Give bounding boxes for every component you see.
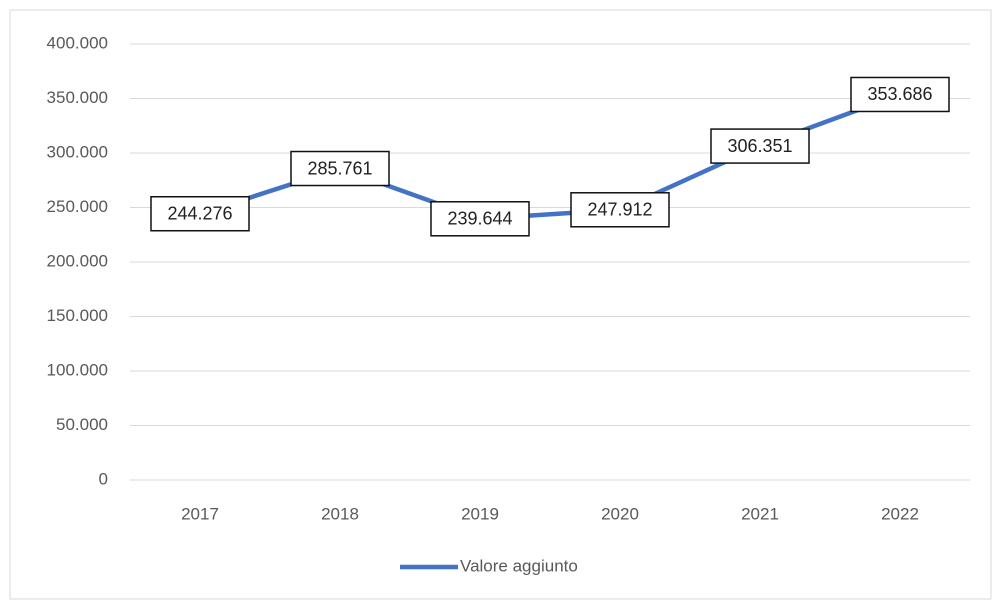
data-label: 285.761 — [307, 158, 372, 178]
y-tick-label: 250.000 — [47, 197, 108, 216]
data-label-box — [290, 150, 390, 187]
y-tick-label: 100.000 — [47, 360, 108, 379]
chart-frame — [9, 9, 992, 600]
y-tick-label: 0 — [99, 469, 108, 488]
data-label: 239.644 — [447, 209, 512, 229]
data-label-box — [710, 128, 810, 164]
x-tick-label: 2022 — [881, 504, 919, 523]
y-tick-label: 350.000 — [47, 88, 108, 107]
data-label: 353.686 — [867, 84, 932, 104]
data-label: 244.276 — [167, 203, 232, 223]
x-tick-label: 2019 — [461, 504, 499, 523]
data-label-box — [150, 195, 250, 232]
legend-label: Valore aggiunto — [460, 556, 578, 575]
x-tick-label: 2018 — [321, 504, 359, 523]
x-tick-label: 2021 — [741, 504, 779, 523]
x-tick-label: 2017 — [181, 504, 219, 523]
y-tick-label: 50.000 — [56, 415, 108, 434]
data-label-box — [570, 192, 670, 228]
y-tick-label: 200.000 — [47, 251, 108, 270]
data-label-box — [850, 76, 950, 113]
data-label-box — [430, 201, 530, 237]
y-tick-label: 150.000 — [47, 306, 108, 325]
data-label: 247.912 — [587, 200, 652, 220]
x-tick-label: 2020 — [601, 504, 639, 523]
y-tick-label: 300.000 — [47, 142, 108, 161]
data-label: 306.351 — [727, 136, 792, 156]
y-tick-label: 400.000 — [47, 33, 108, 52]
